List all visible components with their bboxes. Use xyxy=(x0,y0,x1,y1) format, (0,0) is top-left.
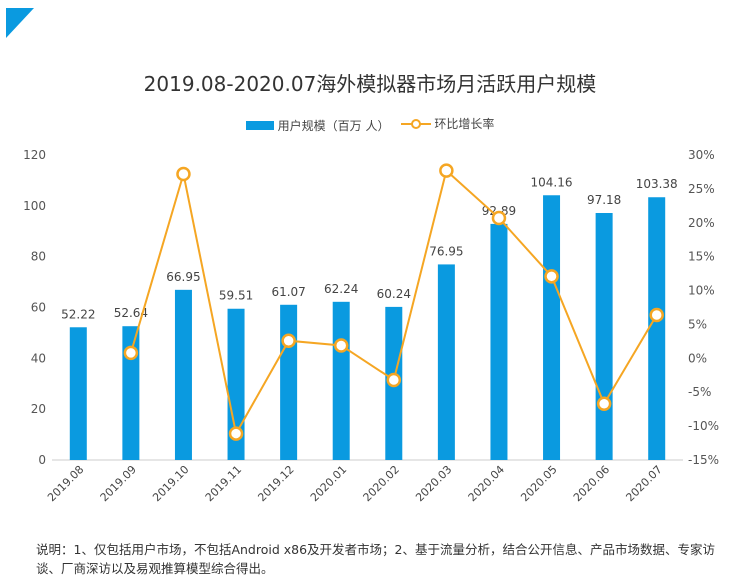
x-tick-label: 2020.01 xyxy=(308,463,349,504)
left-tick-label: 60 xyxy=(31,301,46,315)
growth-point xyxy=(281,333,296,348)
bar xyxy=(69,327,87,460)
bar xyxy=(648,197,666,460)
chart-title: 2019.08-2020.07海外模拟器市场月活跃用户规模 xyxy=(143,72,597,96)
x-tick-label: 2019.10 xyxy=(150,463,191,504)
legend-bar-swatch xyxy=(245,120,274,130)
data-label: 52.64 xyxy=(114,306,148,320)
growth-point xyxy=(439,163,454,178)
left-tick-label: 100 xyxy=(23,199,46,213)
data-label: 59.51 xyxy=(219,289,253,303)
right-tick-label: 10% xyxy=(688,284,715,298)
x-tick-label: 2020.05 xyxy=(518,463,559,504)
left-tick-label: 0 xyxy=(38,453,46,467)
bar xyxy=(122,326,140,460)
growth-point xyxy=(176,166,191,182)
growth-point xyxy=(228,426,244,441)
bar xyxy=(332,301,350,460)
right-tick-label: -5% xyxy=(688,385,711,399)
growth-point xyxy=(491,210,507,226)
plot-area: 0 20 40 60 80 100 120 -15% -10% -5% 0% 5% 10% 15% 20% 2… xyxy=(23,148,719,504)
x-tick-label: 2019.12 xyxy=(255,463,296,504)
x-tick-label: 2019.09 xyxy=(98,463,139,504)
data-label: 103.38 xyxy=(636,177,678,191)
growth-point xyxy=(386,372,402,388)
data-label: 62.24 xyxy=(324,282,358,296)
bar xyxy=(595,213,613,460)
right-tick-label: 20% xyxy=(688,216,715,230)
left-tick-label: 80 xyxy=(31,250,46,264)
x-tick-label: 2020.03 xyxy=(413,463,454,504)
right-tick-label: 30% xyxy=(688,148,715,162)
corner-triangle-logo xyxy=(6,8,34,38)
data-label: 104.16 xyxy=(531,175,573,189)
legend-item-bar: 用户规模（百万 人） xyxy=(245,117,390,134)
growth-point xyxy=(596,396,612,411)
right-tick-label: 25% xyxy=(688,182,715,196)
x-tick-label: 2019.11 xyxy=(203,463,244,504)
bar xyxy=(437,264,455,460)
bar xyxy=(543,195,561,460)
data-label: 60.24 xyxy=(377,287,411,301)
bar xyxy=(174,289,192,460)
right-tick-label: 0% xyxy=(688,351,707,365)
legend: 用户规模（百万 人） 环比增长率 xyxy=(0,115,740,134)
x-tick-label: 2020.06 xyxy=(571,463,612,504)
data-label: 52.22 xyxy=(61,307,95,321)
bar xyxy=(490,223,508,460)
growth-point xyxy=(649,307,664,323)
bar xyxy=(280,304,298,460)
x-tick-label: 2020.04 xyxy=(466,463,507,504)
bar xyxy=(227,308,245,460)
data-label: 66.95 xyxy=(166,270,200,284)
right-tick-label: -15% xyxy=(688,453,719,467)
left-tick-label: 120 xyxy=(23,148,46,162)
legend-label: 环比增长率 xyxy=(434,117,495,131)
growth-point xyxy=(544,269,559,284)
x-tick-label: 2020.02 xyxy=(361,463,402,504)
legend-item-line: 环比增长率 xyxy=(401,115,494,132)
x-tick-label: 2019.08 xyxy=(45,463,86,504)
left-tick-label: 40 xyxy=(31,351,46,365)
data-label: 97.18 xyxy=(587,193,621,207)
right-tick-label: -10% xyxy=(688,419,719,433)
growth-point xyxy=(123,345,139,361)
x-tick-label: 2020.07 xyxy=(623,463,664,504)
right-tick-label: 5% xyxy=(688,317,707,331)
growth-point xyxy=(333,338,349,353)
data-label: 61.07 xyxy=(271,285,305,299)
legend-line-swatch xyxy=(401,118,432,129)
footnote: 说明：1、仅包括用户市场，不包括Android x86及开发者市场；2、基于流量… xyxy=(36,542,716,576)
data-label: 76.95 xyxy=(429,244,463,258)
legend-label: 用户规模（百万 人） xyxy=(277,118,390,133)
left-tick-label: 20 xyxy=(31,402,46,416)
right-tick-label: 15% xyxy=(688,250,715,264)
